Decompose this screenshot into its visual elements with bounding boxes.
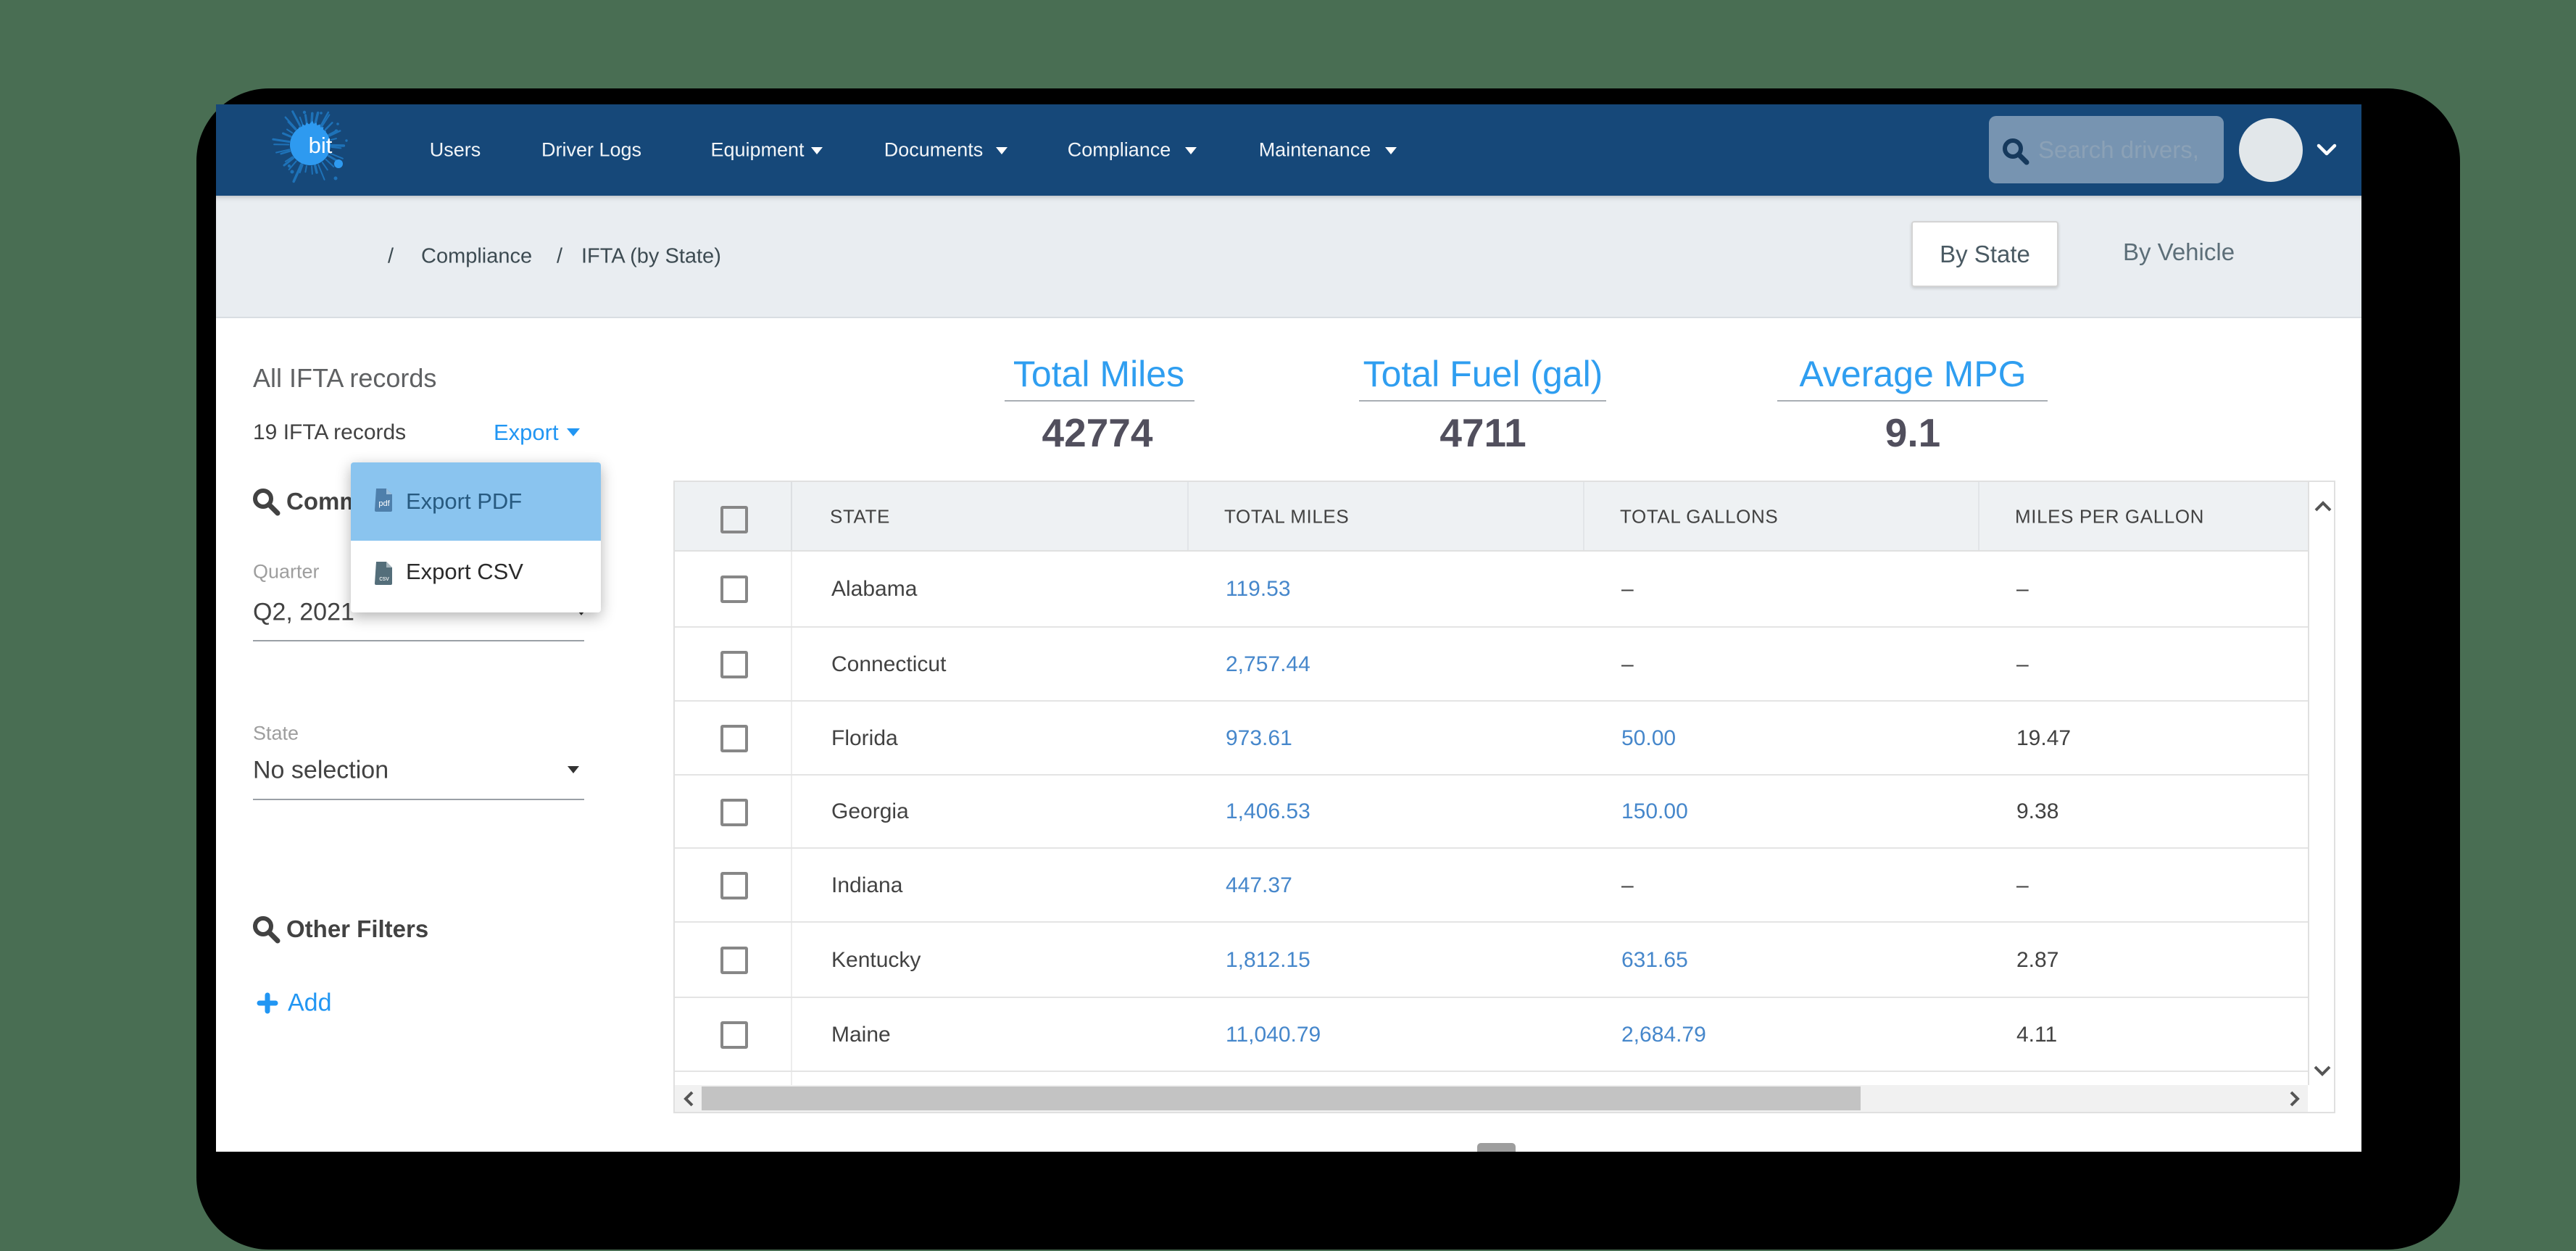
svg-text:bit: bit [309, 133, 333, 158]
svg-text:pdf: pdf [378, 499, 390, 508]
svg-text:csv: csv [379, 575, 389, 582]
